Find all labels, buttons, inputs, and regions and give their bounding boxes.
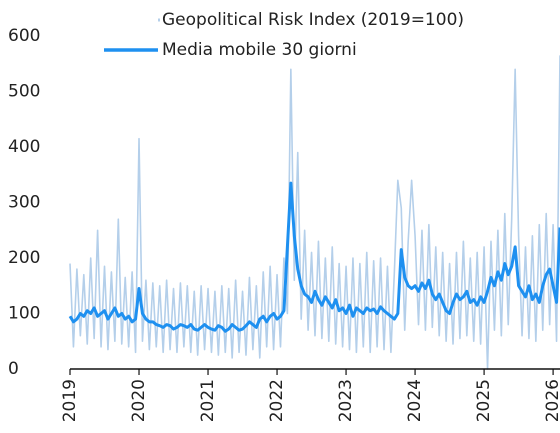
x-tick-label: 2023 xyxy=(336,379,356,422)
x-tick-label: 2025 xyxy=(474,379,494,422)
series-line xyxy=(69,55,560,370)
x-tick-label: 2024 xyxy=(405,379,425,422)
y-tick-label: 200 xyxy=(8,248,40,268)
y-tick-label: 300 xyxy=(8,193,40,213)
series-line xyxy=(68,181,560,333)
x-tick-label: 2019 xyxy=(60,379,80,422)
y-tick-label: 100 xyxy=(8,304,40,324)
legend-label: Media mobile 30 giorni xyxy=(162,40,357,60)
x-tick-label: 2022 xyxy=(267,379,287,422)
y-tick-label: 500 xyxy=(8,82,40,102)
legend-label: Geopolitical Risk Index (2019=100) xyxy=(162,10,464,30)
y-tick-label: 400 xyxy=(8,137,40,157)
x-tick-label: 2020 xyxy=(129,379,149,422)
y-tick-label: 0 xyxy=(8,359,19,379)
x-tick-label: 2026 xyxy=(543,379,560,422)
y-tick-label: 600 xyxy=(8,26,40,46)
x-tick-label: 2021 xyxy=(198,379,218,422)
